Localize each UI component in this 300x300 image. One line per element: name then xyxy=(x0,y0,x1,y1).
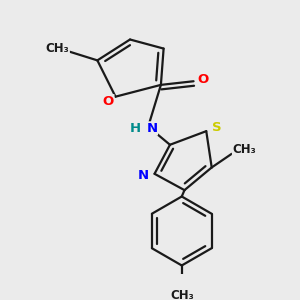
Text: N: N xyxy=(146,122,158,135)
Text: CH₃: CH₃ xyxy=(170,289,194,300)
Text: H: H xyxy=(130,122,141,135)
Text: O: O xyxy=(103,95,114,108)
Text: CH₃: CH₃ xyxy=(46,42,69,55)
Text: CH₃: CH₃ xyxy=(232,143,256,156)
Text: N: N xyxy=(138,169,149,182)
Text: O: O xyxy=(197,73,208,86)
Text: S: S xyxy=(212,121,222,134)
